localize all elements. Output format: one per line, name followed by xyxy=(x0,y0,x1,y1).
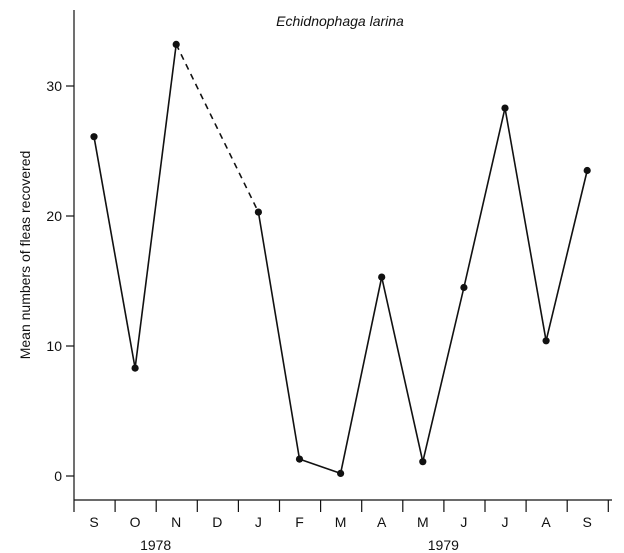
data-point-10 xyxy=(501,104,509,112)
data-point-9 xyxy=(460,283,468,292)
line-segment-6-7 xyxy=(339,276,383,474)
y-tick-label-0: 0 xyxy=(54,468,62,484)
line-segment-8-9 xyxy=(422,287,465,462)
y-tick-label-1: 10 xyxy=(46,338,62,354)
line-segment-4-5 xyxy=(257,211,301,460)
y-tick-label-3: 30 xyxy=(46,78,62,94)
x-tick-label-8: M xyxy=(417,514,429,530)
x-tick-label-0: S xyxy=(89,514,98,530)
x-tick-label-10: J xyxy=(502,514,509,530)
line-segment-10-11 xyxy=(504,107,547,341)
data-point-0 xyxy=(90,133,98,141)
x-tick-label-3: D xyxy=(212,514,222,530)
chart-title: Echidnophaga larina xyxy=(276,13,404,29)
line-segment-11-12 xyxy=(545,170,588,341)
x-tick-label-6: M xyxy=(335,514,347,530)
year-label-0: 1978 xyxy=(140,537,171,553)
dashed-segment-0 xyxy=(175,44,260,213)
data-point-12 xyxy=(583,166,591,175)
year-label-1: 1979 xyxy=(428,537,459,553)
line-segment-1-2 xyxy=(134,44,177,369)
data-point-4 xyxy=(254,208,262,216)
line-segment-7-8 xyxy=(380,276,424,462)
x-tick-label-1: O xyxy=(130,514,141,530)
data-point-1 xyxy=(131,364,139,372)
x-tick-label-2: N xyxy=(171,514,181,530)
x-tick-label-5: F xyxy=(295,514,304,530)
x-tick-label-12: S xyxy=(583,514,592,530)
x-tick-label-9: J xyxy=(460,514,467,530)
y-tick-label-2: 20 xyxy=(46,208,62,224)
line-segment-5-6 xyxy=(299,458,341,475)
data-point-5 xyxy=(295,455,304,463)
x-tick-label-11: A xyxy=(541,514,551,530)
data-point-7 xyxy=(378,273,386,281)
data-point-11 xyxy=(542,337,550,345)
data-point-8 xyxy=(419,458,427,466)
data-point-6 xyxy=(337,469,345,477)
line-segment-0-1 xyxy=(93,136,136,369)
y-axis-label: Mean numbers of fleas recovered xyxy=(17,151,33,360)
line-segment-9-10 xyxy=(463,107,506,288)
data-point-2 xyxy=(172,40,180,49)
x-tick-label-4: J xyxy=(255,514,262,530)
x-tick-label-7: A xyxy=(377,514,387,530)
